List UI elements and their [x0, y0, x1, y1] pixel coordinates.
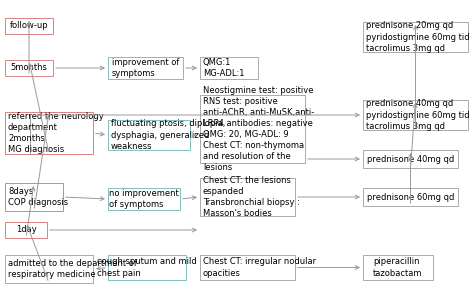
- Text: piperacillin
tazobactam: piperacillin tazobactam: [373, 257, 423, 277]
- Text: no improvement
of symptoms: no improvement of symptoms: [109, 189, 179, 209]
- Text: prednisone 60mg qd: prednisone 60mg qd: [367, 193, 454, 201]
- Text: 1day: 1day: [16, 226, 36, 235]
- FancyBboxPatch shape: [5, 255, 93, 283]
- Text: prednisone 40mg qd: prednisone 40mg qd: [367, 154, 454, 164]
- FancyBboxPatch shape: [363, 188, 458, 206]
- FancyBboxPatch shape: [108, 255, 186, 280]
- FancyBboxPatch shape: [5, 112, 93, 154]
- FancyBboxPatch shape: [5, 60, 53, 76]
- FancyBboxPatch shape: [108, 57, 183, 79]
- FancyBboxPatch shape: [5, 18, 53, 34]
- Text: 8days
COP diagnosis: 8days COP diagnosis: [8, 187, 68, 207]
- FancyBboxPatch shape: [200, 57, 258, 79]
- Text: prednisone 20mg qd
pyridostigmine 60mg tid
tacrolimus 3mg qd: prednisone 20mg qd pyridostigmine 60mg t…: [366, 21, 470, 53]
- Text: improvement of
symptoms: improvement of symptoms: [112, 58, 179, 78]
- FancyBboxPatch shape: [200, 95, 305, 163]
- FancyBboxPatch shape: [200, 178, 295, 216]
- Text: prednisone 40mg qd
pyridostigmine 60mg tid
tacrolimus 3mg qd: prednisone 40mg qd pyridostigmine 60mg t…: [366, 100, 470, 131]
- FancyBboxPatch shape: [200, 255, 295, 280]
- Text: QMG:1
MG-ADL:1: QMG:1 MG-ADL:1: [203, 58, 245, 78]
- Text: Chest CT: the lesions
espanded
Transbronchial biopsy :
Masson's bodies: Chest CT: the lesions espanded Transbron…: [203, 176, 300, 218]
- FancyBboxPatch shape: [108, 188, 180, 210]
- Text: Chest CT: irregular nodular
opacities: Chest CT: irregular nodular opacities: [203, 257, 316, 277]
- FancyBboxPatch shape: [363, 100, 468, 130]
- FancyBboxPatch shape: [5, 222, 47, 238]
- Text: referred the neurology
department
2months
MG diagnosis: referred the neurology department 2month…: [8, 112, 104, 154]
- Text: Neostigmine test: positive
RNS test: positive
anti-AChR, anti-MuSK,anti-
LRP4 an: Neostigmine test: positive RNS test: pos…: [203, 86, 314, 172]
- FancyBboxPatch shape: [108, 120, 190, 150]
- FancyBboxPatch shape: [363, 255, 433, 280]
- FancyBboxPatch shape: [5, 183, 63, 211]
- FancyBboxPatch shape: [363, 150, 458, 168]
- FancyBboxPatch shape: [363, 22, 468, 52]
- Text: fluctuating ptosis, diplopia,
dysphagia, generalized
weakness: fluctuating ptosis, diplopia, dysphagia,…: [111, 119, 225, 150]
- Text: cough sputum and mild
chest pain: cough sputum and mild chest pain: [97, 257, 197, 277]
- Text: follow-up: follow-up: [9, 21, 48, 30]
- Text: 5months: 5months: [10, 63, 47, 72]
- Text: admitted to the department of
respiratory medicine: admitted to the department of respirator…: [8, 259, 137, 279]
